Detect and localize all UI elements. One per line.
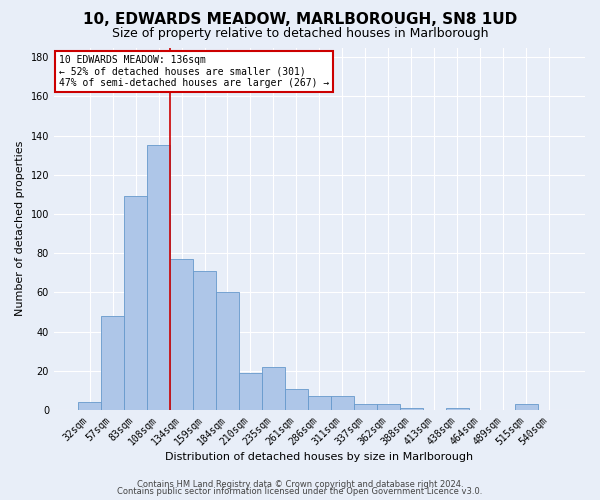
Bar — [400, 408, 423, 410]
Bar — [101, 316, 124, 410]
Bar — [262, 367, 285, 410]
Y-axis label: Number of detached properties: Number of detached properties — [15, 141, 25, 316]
Bar — [147, 146, 170, 410]
Bar — [354, 404, 377, 410]
Text: 10, EDWARDS MEADOW, MARLBOROUGH, SN8 1UD: 10, EDWARDS MEADOW, MARLBOROUGH, SN8 1UD — [83, 12, 517, 28]
Bar — [78, 402, 101, 410]
Bar — [377, 404, 400, 410]
X-axis label: Distribution of detached houses by size in Marlborough: Distribution of detached houses by size … — [166, 452, 473, 462]
Bar — [239, 373, 262, 410]
Bar — [216, 292, 239, 410]
Bar — [124, 196, 147, 410]
Text: Contains HM Land Registry data © Crown copyright and database right 2024.: Contains HM Land Registry data © Crown c… — [137, 480, 463, 489]
Bar — [170, 259, 193, 410]
Bar — [308, 396, 331, 410]
Text: Size of property relative to detached houses in Marlborough: Size of property relative to detached ho… — [112, 28, 488, 40]
Text: 10 EDWARDS MEADOW: 136sqm
← 52% of detached houses are smaller (301)
47% of semi: 10 EDWARDS MEADOW: 136sqm ← 52% of detac… — [59, 55, 329, 88]
Bar — [446, 408, 469, 410]
Bar — [193, 271, 216, 410]
Text: Contains public sector information licensed under the Open Government Licence v3: Contains public sector information licen… — [118, 487, 482, 496]
Bar — [285, 388, 308, 410]
Bar — [331, 396, 354, 410]
Bar — [515, 404, 538, 410]
